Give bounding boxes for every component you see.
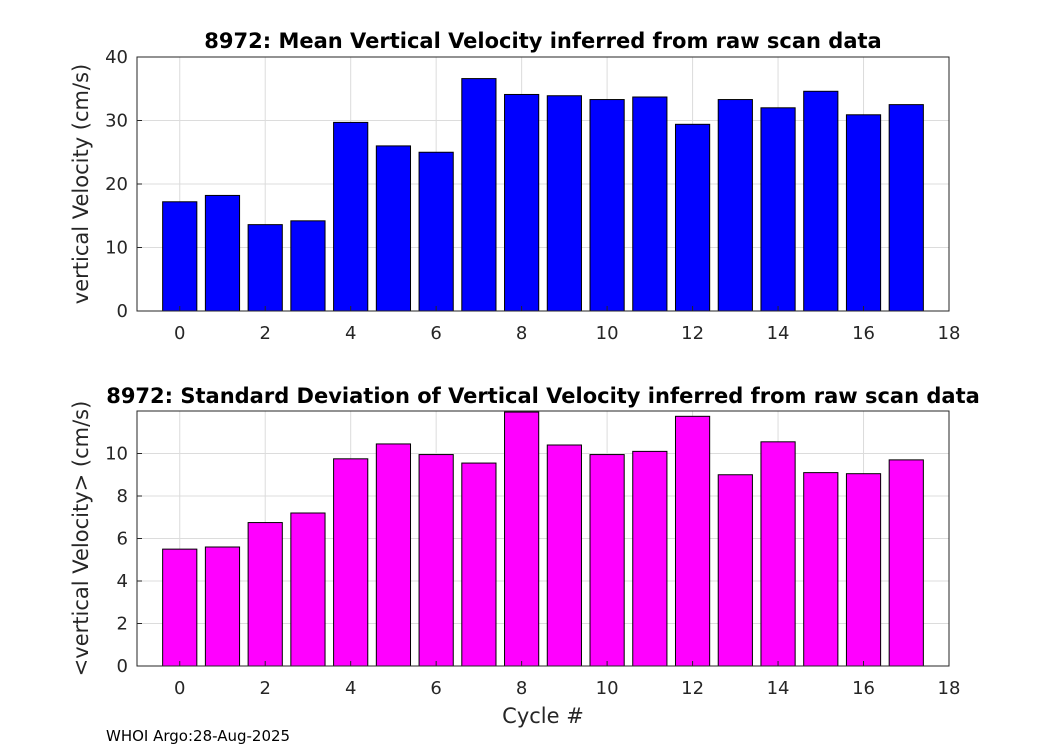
mean-velocity-x-tick-label: 2 [259,323,270,344]
mean-velocity-tick-labels: 0 2 4 6 8 10 12 14 16 18 0 10 20 30 40 [105,47,960,344]
std-velocity-bar [888,459,924,667]
mean-velocity-title: 8972: Mean Vertical Velocity inferred fr… [204,29,881,53]
std-velocity-y-tick-label: 0 [117,656,128,677]
mean-velocity-bar [204,194,241,312]
mean-velocity-x-tick-label: 0 [174,323,185,344]
std-velocity-bar [717,474,753,667]
std-velocity-x-axis-label: Cycle # [502,704,584,728]
mean-velocity-bar [461,78,497,312]
mean-velocity-bar [162,201,198,312]
mean-velocity-bar [375,145,412,312]
std-velocity-title: 8972: Standard Deviation of Vertical Vel… [106,384,980,408]
std-velocity-x-tick-label: 0 [174,678,185,699]
std-velocity-x-tick-label: 4 [345,678,356,699]
mean-velocity-bar [888,104,924,312]
mean-velocity-y-tick-label: 20 [105,174,128,195]
mean-velocity-y-tick-label: 30 [105,111,128,132]
std-velocity-bar [247,522,283,667]
mean-velocity-chart: 0 2 4 6 8 10 12 14 16 18 0 10 20 30 40 8972: Mean Vert… [69,29,960,344]
mean-velocity-y-tick-label: 0 [117,301,128,322]
mean-velocity-x-tick-label: 10 [596,323,619,344]
std-velocity-bar [589,454,625,667]
std-velocity-x-tick-label: 8 [516,678,527,699]
std-velocity-x-tick-label: 16 [852,678,875,699]
std-velocity-y-tick-label: 2 [117,614,128,635]
mean-velocity-x-tick-label: 8 [516,323,527,344]
mean-velocity-bar [418,151,454,312]
mean-velocity-bar [760,107,796,312]
std-velocity-tick-labels: 0 2 4 6 8 10 12 14 16 18 0 2 4 6 8 10 [105,444,960,700]
std-velocity-bar [845,473,882,667]
std-velocity-x-tick-label: 14 [767,678,790,699]
mean-velocity-bar [504,93,540,312]
std-velocity-bar [461,462,497,667]
mean-velocity-bar [290,220,326,312]
mean-velocity-y-axis-label: vertical Velocity (cm/s) [69,64,93,304]
mean-velocity-bar [546,95,582,312]
std-velocity-y-tick-label: 10 [105,444,128,465]
std-velocity-bar [504,411,540,667]
mean-velocity-bar [589,99,625,312]
std-velocity-x-tick-label: 18 [938,678,961,699]
mean-velocity-x-tick-label: 14 [767,323,790,344]
mean-velocity-x-tick-label: 4 [345,323,356,344]
std-velocity-chart: 0 2 4 6 8 10 12 14 16 18 0 2 4 6 8 10 8972: Standard De… [69,384,980,728]
mean-velocity-y-tick-label: 10 [105,238,128,259]
std-velocity-bar [204,546,241,667]
std-velocity-bar [375,443,412,667]
mean-velocity-bar [632,96,668,312]
std-velocity-y-axis-label: <vertical Velocity> (cm/s) [69,401,93,677]
std-velocity-bar [546,444,582,667]
std-velocity-bars [162,411,924,667]
mean-velocity-bar [247,224,283,312]
std-velocity-y-tick-label: 4 [117,571,128,592]
std-velocity-bar [674,415,711,667]
std-velocity-x-tick-label: 10 [596,678,619,699]
std-velocity-x-tick-label: 12 [681,678,704,699]
std-velocity-bar [760,441,796,667]
std-velocity-x-tick-label: 2 [259,678,270,699]
mean-velocity-x-tick-label: 12 [681,323,704,344]
footer-credit: WHOI Argo:28-Aug-2025 [106,727,290,745]
std-velocity-bar [290,512,326,667]
std-velocity-bar [162,548,198,667]
std-velocity-bar [632,450,668,667]
mean-velocity-x-tick-label: 6 [430,323,441,344]
mean-velocity-bar [717,99,753,312]
mean-velocity-bar [674,123,711,312]
std-velocity-bar [418,454,454,667]
mean-velocity-x-tick-label: 16 [852,323,875,344]
std-velocity-x-tick-label: 6 [430,678,441,699]
mean-velocity-x-tick-label: 18 [938,323,961,344]
mean-velocity-bar [845,114,882,312]
std-velocity-y-tick-label: 8 [117,486,128,507]
mean-velocity-bars [162,78,924,312]
mean-velocity-y-tick-label: 40 [105,47,128,68]
mean-velocity-bar [803,90,839,312]
std-velocity-bar [333,458,369,667]
mean-velocity-bar [333,121,369,312]
std-velocity-y-tick-label: 6 [117,529,128,550]
std-velocity-bar [803,472,839,667]
